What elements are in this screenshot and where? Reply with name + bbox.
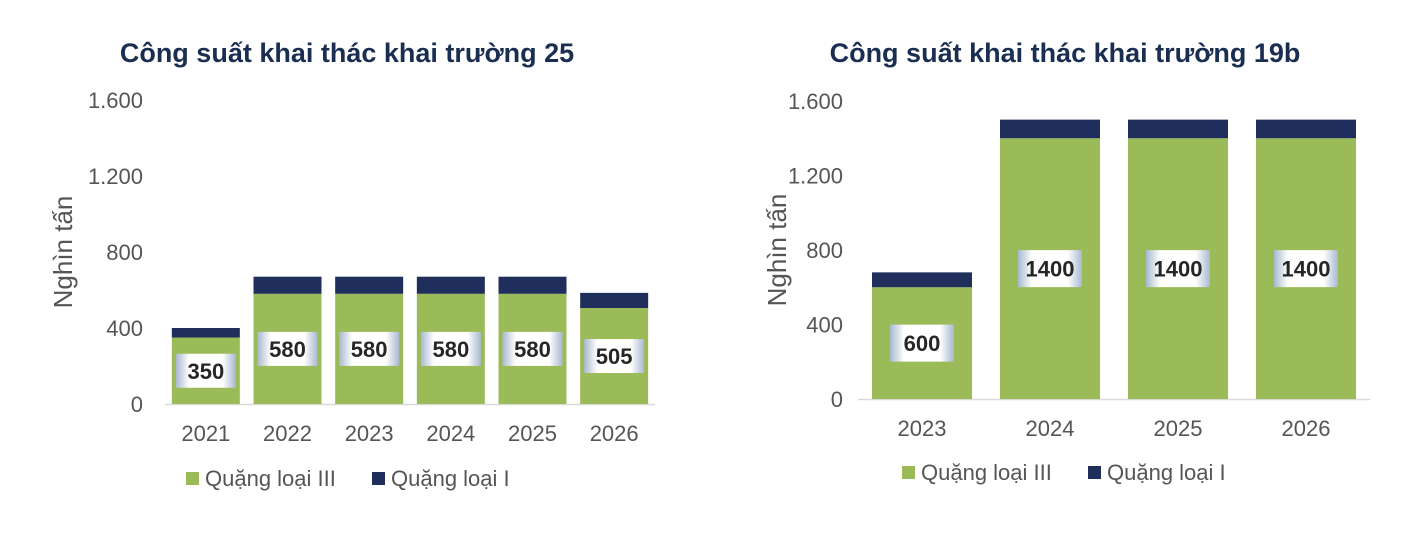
chart-title: Công suất khai thác khai trường 19b <box>830 38 1301 68</box>
y-tick-label: 0 <box>831 387 843 412</box>
legend-swatch-quang-loai-iii <box>186 472 199 485</box>
data-label: 1400 <box>1282 257 1331 282</box>
data-label-box <box>257 331 318 366</box>
x-tick-label: 2026 <box>1282 416 1331 441</box>
data-label: 1400 <box>1154 257 1203 282</box>
y-tick-label: 0 <box>131 392 143 417</box>
bar-quang-loai-i <box>1128 119 1228 139</box>
data-label: 580 <box>351 337 388 362</box>
x-tick-label: 2023 <box>898 416 947 441</box>
data-label-box <box>502 331 563 366</box>
data-label-box <box>890 324 954 362</box>
chart-khai-truong-25: Công suất khai thác khai trường 25 Nghìn … <box>48 38 655 491</box>
legend-swatch-quang-loai-iii <box>902 466 915 479</box>
data-label-box <box>1018 250 1082 288</box>
bar-quang-loai-i <box>416 276 485 294</box>
legend-label-quang-loai-iii: Quặng loại III <box>921 460 1052 485</box>
x-tick-label: 2025 <box>508 421 557 446</box>
y-tick-label: 800 <box>106 240 143 265</box>
data-label: 580 <box>269 337 306 362</box>
x-tick-label: 2023 <box>345 421 394 446</box>
x-tick-label: 2021 <box>181 421 230 446</box>
y-tick-label: 1.600 <box>788 89 843 114</box>
bar-quang-loai-i <box>171 328 240 338</box>
data-label-box <box>1274 250 1338 288</box>
x-tick-label: 2024 <box>1026 416 1075 441</box>
bar-quang-loai-i <box>580 292 649 309</box>
legend-label-quang-loai-i: Quặng loại I <box>1107 460 1226 485</box>
x-tick-label: 2026 <box>590 421 639 446</box>
legend-swatch-quang-loai-i <box>1088 466 1101 479</box>
bar-quang-loai-i <box>1256 119 1356 139</box>
data-label: 580 <box>514 337 551 362</box>
y-axis-label: Nghìn tấn <box>762 194 792 307</box>
y-tick-label: 400 <box>806 313 843 338</box>
x-tick-label: 2024 <box>426 421 475 446</box>
chart-title: Công suất khai thác khai trường 25 <box>120 38 574 68</box>
data-label-box <box>420 331 481 366</box>
legend-label-quang-loai-iii: Quặng loại III <box>205 466 336 491</box>
data-label-box <box>584 339 645 374</box>
legend-label-quang-loai-i: Quặng loại I <box>391 466 510 491</box>
bar-quang-loai-i <box>253 276 322 294</box>
data-label-box <box>175 353 236 388</box>
y-tick-label: 1.200 <box>88 164 143 189</box>
data-label: 600 <box>904 331 941 356</box>
legend-swatch-quang-loai-i <box>372 472 385 485</box>
x-tick-label: 2022 <box>263 421 312 446</box>
y-tick-label: 1.200 <box>788 164 843 189</box>
bar-quang-loai-i <box>335 276 404 294</box>
bar-quang-loai-i <box>1000 119 1100 139</box>
x-tick-label: 2025 <box>1154 416 1203 441</box>
data-label-box <box>1146 250 1210 288</box>
data-label: 350 <box>187 359 224 384</box>
chart-khai-truong-19b: Công suất khai thác khai trường 19b Nghìn… <box>762 38 1370 485</box>
data-label: 1400 <box>1026 257 1075 282</box>
y-tick-label: 1.600 <box>88 88 143 113</box>
data-label: 580 <box>432 337 469 362</box>
bar-quang-loai-i <box>498 276 567 294</box>
y-axis-label: Nghìn tấn <box>48 196 78 309</box>
y-tick-label: 800 <box>806 238 843 263</box>
bar-quang-loai-i <box>872 272 972 288</box>
data-label-box <box>339 331 400 366</box>
y-tick-label: 400 <box>106 316 143 341</box>
data-label: 505 <box>596 344 633 369</box>
